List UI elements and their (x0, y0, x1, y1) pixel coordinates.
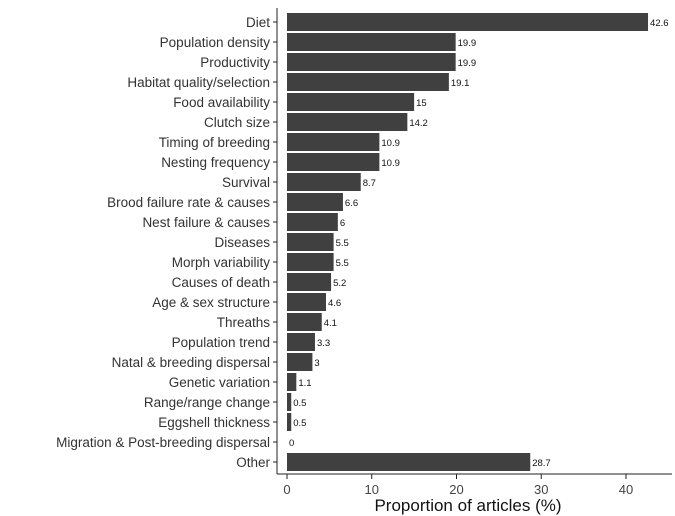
category-label: Nesting frequency (161, 155, 270, 170)
bar (287, 53, 456, 71)
category-label: Age & sex structure (152, 295, 270, 310)
bar (287, 173, 361, 191)
x-tick-label: 0 (283, 482, 290, 497)
bar (287, 293, 326, 311)
category-label: Diet (246, 15, 270, 30)
category-label: Diseases (214, 235, 270, 250)
bar (287, 33, 456, 51)
data-label: 3 (314, 358, 319, 369)
x-axis-ticks: 0 10 20 30 40 (283, 474, 633, 497)
x-tick-label: 40 (619, 482, 633, 497)
bar (287, 373, 297, 391)
bar (287, 93, 415, 111)
data-label: 4.1 (324, 318, 337, 329)
bar (287, 413, 292, 431)
bar (287, 13, 649, 31)
category-label: Brood failure rate & causes (107, 195, 270, 210)
bar (287, 233, 334, 251)
category-label: Other (236, 455, 270, 470)
data-label: 28.7 (532, 458, 551, 469)
category-label: Threaths (217, 315, 271, 330)
data-label: 5.5 (336, 238, 349, 249)
category-label: Nest failure & causes (142, 215, 270, 230)
bar (287, 453, 531, 471)
data-label: 10.9 (381, 138, 400, 149)
bar (287, 213, 338, 231)
bar (287, 153, 380, 171)
data-label: 19.9 (458, 38, 477, 49)
data-label: 8.7 (363, 178, 376, 189)
data-label: 0.5 (293, 398, 306, 409)
data-label: 0.5 (293, 418, 306, 429)
bar (287, 353, 313, 371)
x-tick-label: 30 (534, 482, 548, 497)
data-label: 6 (340, 218, 345, 229)
category-label: Eggshell thickness (158, 415, 270, 430)
bar (287, 393, 292, 411)
data-label: 0 (289, 438, 294, 449)
bar (287, 193, 343, 211)
bars-layer (287, 13, 649, 471)
x-axis-title: Proportion of articles (%) (374, 496, 561, 515)
category-label: Population density (160, 35, 271, 50)
category-label: Natal & breeding dispersal (112, 355, 270, 370)
value-labels: 42.6 19.9 19.9 19.1 15 14.2 10.9 10.9 8.7 6.66 5.5… (289, 18, 669, 469)
data-label: 3.3 (317, 338, 330, 349)
data-label: 15 (416, 98, 427, 109)
data-label: 5.2 (333, 278, 346, 289)
category-label: Range/range change (144, 395, 270, 410)
bar (287, 313, 322, 331)
data-label: 14.2 (409, 118, 428, 129)
data-label: 19.9 (458, 58, 477, 69)
category-label: Habitat quality/selection (127, 75, 270, 90)
category-label: Morph variability (172, 255, 271, 270)
category-label: Causes of death (172, 275, 270, 290)
category-label: Population trend (172, 335, 270, 350)
data-label: 42.6 (650, 18, 669, 29)
category-label: Food availability (173, 95, 270, 110)
category-label: Productivity (200, 55, 270, 70)
category-label: Clutch size (204, 115, 270, 130)
category-label: Timing of breeding (159, 135, 270, 150)
data-label: 19.1 (451, 78, 470, 89)
data-label: 10.9 (381, 158, 400, 169)
category-label: Genetic variation (169, 375, 270, 390)
bar (287, 273, 332, 291)
data-label: 4.6 (328, 298, 341, 309)
bar (287, 133, 380, 151)
bar (287, 333, 315, 351)
category-label: Migration & Post-breeding dispersal (56, 435, 270, 450)
x-tick-label: 20 (449, 482, 463, 497)
data-label: 1.1 (298, 378, 311, 389)
data-label: 6.6 (345, 198, 358, 209)
bar (287, 73, 449, 91)
data-label: 5.5 (336, 258, 349, 269)
x-tick-label: 10 (365, 482, 379, 497)
category-labels: Diet Population density Productivity Habita… (56, 15, 277, 470)
category-label: Survival (222, 175, 270, 190)
bar (287, 253, 334, 271)
bar (287, 113, 408, 131)
